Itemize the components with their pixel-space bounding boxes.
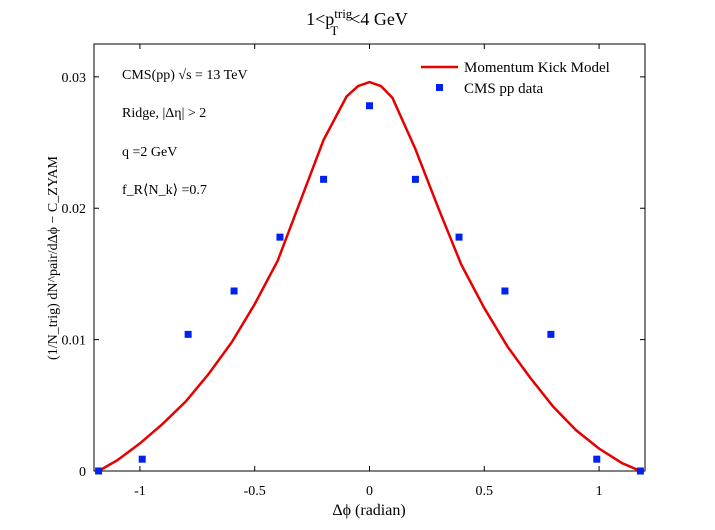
y-axis-label-text: (1/N_trig) dN^pair/dΔϕ − C_ZYAM <box>46 156 61 360</box>
x-tick-label-0: -1 <box>134 484 146 499</box>
data-point-9 <box>501 287 509 295</box>
annotations: CMS(pp) √s = 13 TeV Ridge, |Δη| > 2 q =2… <box>122 68 248 198</box>
data-point-12 <box>636 467 644 475</box>
legend: Momentum Kick Model CMS pp data <box>421 60 610 97</box>
annotation-ridge: Ridge, |Δη| > 2 <box>122 106 206 121</box>
legend-label-model: Momentum Kick Model <box>464 60 610 76</box>
y-tick-label-3: 0.03 <box>62 71 87 86</box>
x-tick-label-1: -0.5 <box>244 484 266 499</box>
x-axis-label: Δϕ (radian) <box>332 502 405 519</box>
data-point-11 <box>593 455 601 463</box>
y-axis-label: (1/N_trig) dN^pair/dΔϕ − C_ZYAM <box>46 156 61 360</box>
x-tick-label-2: 0 <box>366 484 373 499</box>
data-point-6 <box>366 102 373 110</box>
x-tick-label-3: 0.5 <box>476 484 494 499</box>
x-tick-label-4: 1 <box>596 484 603 499</box>
annotation-cms: CMS(pp) √s = 13 TeV <box>122 68 248 83</box>
legend-marker-swatch <box>436 84 443 91</box>
data-point-3 <box>230 287 238 295</box>
data-point-2 <box>184 330 192 338</box>
data-point-1 <box>138 455 146 463</box>
data-point-8 <box>455 233 463 241</box>
axis-ticks <box>94 44 645 472</box>
y-tick-label-0: 0 <box>79 465 86 480</box>
y-tick-label-2: 0.02 <box>62 202 87 217</box>
series-momentum-kick-model-line <box>97 80 641 473</box>
annotation-q: q =2 GeV <box>122 145 177 160</box>
chart-title: 1<ptrig T<4 GeV <box>306 6 408 39</box>
data-point-5 <box>320 175 328 183</box>
data-point-7 <box>411 175 419 183</box>
annotation-fr: f_R⟨N_k⟩ =0.7 <box>122 183 207 198</box>
legend-label-data: CMS pp data <box>464 81 544 97</box>
data-point-4 <box>276 233 284 241</box>
y-tick-label-1: 0.01 <box>62 334 87 349</box>
series-cms-pp-data-points <box>95 102 644 475</box>
data-point-10 <box>547 330 555 338</box>
y-tick-labels: 0 0.01 0.02 0.03 <box>62 71 87 480</box>
data-point-0 <box>95 467 103 475</box>
x-tick-labels: -1 -0.5 0 0.5 1 <box>134 484 603 499</box>
